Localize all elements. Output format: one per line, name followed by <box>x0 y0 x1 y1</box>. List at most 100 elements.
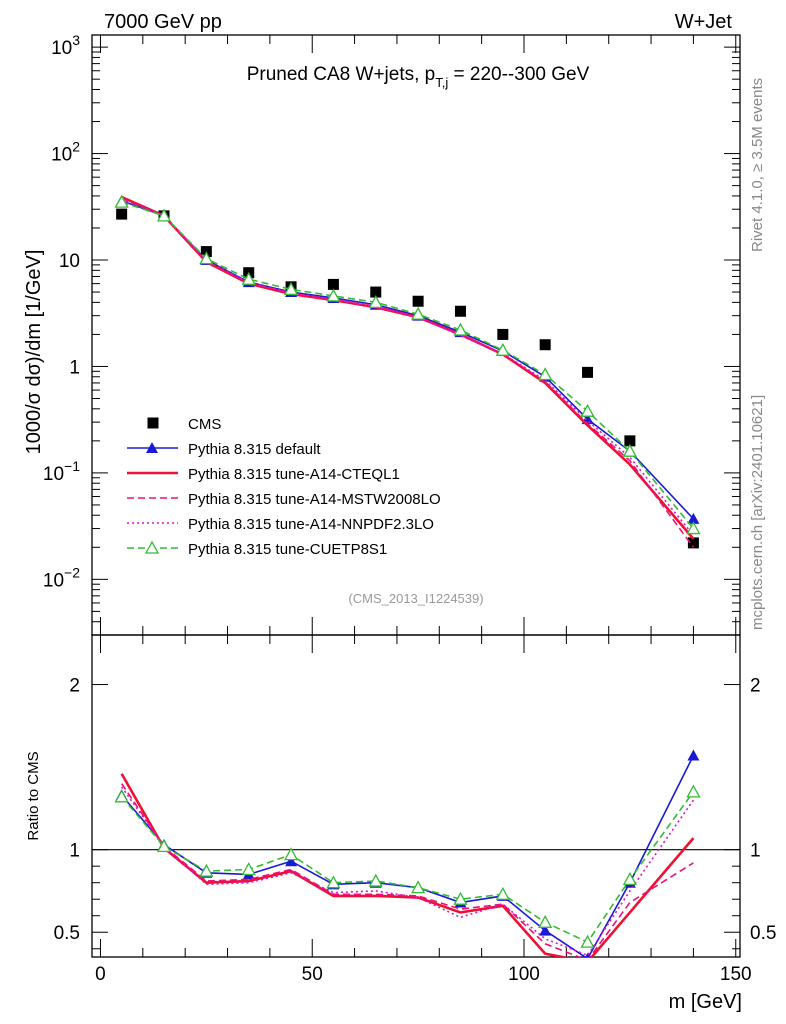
main-data-point <box>156 208 172 222</box>
ratio-data-point <box>580 934 595 948</box>
ratio-series-4 <box>114 784 701 948</box>
main-panel: 10−2 10−1 1 10 102 103 Pruned CA8 W+jets, pT,… <box>23 32 741 636</box>
ratio-y-tick-label-right: 2 <box>750 676 761 697</box>
ratio-data-point <box>285 855 298 867</box>
main-y-tick-label: 1 <box>69 357 80 378</box>
header-right-label: W+Jet <box>675 11 733 33</box>
ratio-data-point <box>411 880 426 894</box>
main-y-tick-label: 10 <box>59 251 80 272</box>
ratio-data-point <box>453 891 468 905</box>
main-data-point <box>624 435 636 447</box>
main-series-4 <box>121 198 695 536</box>
legend-marker <box>147 417 159 429</box>
main-series-group <box>114 194 701 549</box>
ratio-data-point <box>199 863 214 877</box>
main-data-point <box>241 271 256 285</box>
ratio-data-point <box>368 873 383 887</box>
main-data-point <box>686 521 701 535</box>
main-data-point <box>199 251 214 265</box>
main-data-point <box>454 305 466 317</box>
ratio-series-group <box>114 749 701 957</box>
ratio-data-point <box>156 839 172 853</box>
ratio-series-3 <box>120 786 695 957</box>
ratio-y-axis-label: Ratio to CMS <box>25 751 42 840</box>
main-data-point <box>116 208 128 220</box>
ratio-series-line <box>120 773 695 957</box>
main-title: Pruned CA8 W+jets, pT,j = 220--300 GeV <box>247 64 590 90</box>
main-data-point <box>497 328 509 340</box>
main-data-point <box>582 366 594 378</box>
main-data-point <box>327 278 339 290</box>
ratio-series-1 <box>120 773 695 957</box>
ratio-data-point <box>538 914 553 928</box>
legend-label: Pythia 8.315 default <box>188 441 321 458</box>
main-series-line <box>121 198 695 536</box>
ratio-data-point <box>114 789 129 803</box>
main-data-point <box>370 286 382 298</box>
main-y-axis-label: 1000/σ dσ)/dm [1/GeV] <box>23 250 45 455</box>
ratio-y-tick-label-right: 0.5 <box>750 923 776 944</box>
main-series-5 <box>114 194 701 535</box>
ratio-frame <box>91 634 741 958</box>
main-y-tick-label: 10−1 <box>43 458 80 485</box>
ratio-data-point <box>495 886 510 900</box>
main-series-line <box>121 201 695 530</box>
main-data-point <box>580 403 595 417</box>
legend-marker <box>144 540 160 554</box>
main-data-point <box>539 339 551 351</box>
ratio-axis-ticks: 0.5 0.5 1 1 2 2 0 50 100 150 <box>54 635 776 985</box>
main-y-tick-label: 103 <box>51 32 80 59</box>
ratio-series-line <box>121 791 695 944</box>
legend: CMS Pythia 8.315 default Pythia 8.315 tune… <box>127 416 441 558</box>
ratio-series-line <box>120 786 695 957</box>
ratio-data-point <box>283 847 299 861</box>
main-axis-ticks: 10−2 10−1 1 10 102 103 <box>43 32 740 636</box>
ratio-series-line <box>121 755 695 957</box>
legend-label: Pythia 8.315 tune-CUETP8S1 <box>188 541 387 558</box>
ratio-y-tick-label-left: 2 <box>69 676 80 697</box>
main-data-point <box>495 342 510 356</box>
ratio-data-point <box>687 749 700 761</box>
header-left-label: 7000 GeV pp <box>104 11 222 33</box>
rivet-version-label: Rivet 4.1.0, ≥ 3.5M events <box>749 78 766 252</box>
x-tick-label: 0 <box>95 964 106 985</box>
legend-label: Pythia 8.315 tune-A14-MSTW2008LO <box>188 491 441 508</box>
legend-label: Pythia 8.315 tune-A14-NNPDF2.3LO <box>188 516 434 533</box>
main-data-point <box>622 443 637 457</box>
ratio-y-tick-label-left: 1 <box>69 841 80 862</box>
ratio-data-point <box>585 952 590 957</box>
main-data-point <box>687 512 700 524</box>
ratio-panel: 0.5 0.5 1 1 2 2 0 50 100 150 Ratio to CMS m [GeV] <box>25 634 776 1013</box>
ratio-y-tick-label-right: 1 <box>750 841 761 862</box>
ratio-data-point <box>622 872 637 886</box>
ratio-data-point <box>686 784 701 798</box>
x-tick-label: 150 <box>720 964 752 985</box>
analysis-watermark: (CMS_2013_I1224539) <box>348 591 483 606</box>
ratio-series-2 <box>120 783 694 957</box>
main-data-point <box>368 295 383 309</box>
main-series-line <box>121 200 694 520</box>
main-data-point <box>326 288 341 302</box>
main-data-point <box>687 537 699 549</box>
main-data-point <box>412 295 424 307</box>
main-data-point <box>453 322 468 336</box>
ratio-series-line <box>120 783 694 957</box>
main-y-tick-label: 102 <box>51 139 80 166</box>
ratio-data-point <box>539 924 552 936</box>
ratio-data-point <box>241 862 256 876</box>
legend-label: CMS <box>188 416 221 433</box>
x-axis-label: m [GeV] <box>669 991 742 1013</box>
main-data-point <box>411 306 426 320</box>
mcplots-label: mcplots.cern.ch [arXiv:2401.10621] <box>749 395 766 630</box>
ratio-y-tick-label-left: 0.5 <box>54 923 80 944</box>
ratio-data-point <box>326 875 341 889</box>
legend-marker <box>146 442 158 453</box>
main-data-point <box>538 367 553 381</box>
main-data-point <box>114 194 129 208</box>
x-tick-label: 50 <box>302 964 323 985</box>
x-tick-label: 100 <box>508 964 540 985</box>
main-y-tick-label: 10−2 <box>43 564 80 591</box>
legend-label: Pythia 8.315 tune-A14-CTEQL1 <box>188 466 400 483</box>
main-data-point <box>283 282 299 296</box>
